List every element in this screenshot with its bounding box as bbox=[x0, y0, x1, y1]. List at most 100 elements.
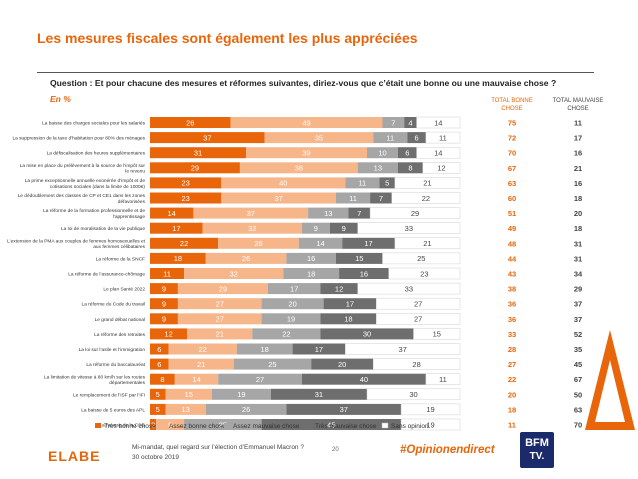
data-label: 15 bbox=[185, 390, 193, 399]
total-bad-value: 37 bbox=[574, 300, 582, 309]
data-label: 49 bbox=[302, 118, 310, 127]
data-label: 26 bbox=[186, 118, 194, 127]
bar-segment bbox=[416, 116, 461, 129]
data-label: 11 bbox=[386, 133, 394, 142]
bar-segment bbox=[165, 388, 212, 400]
data-label: 14 bbox=[434, 118, 442, 127]
data-label: 31 bbox=[315, 390, 323, 399]
bar-segment bbox=[348, 207, 371, 219]
bar-segment bbox=[261, 419, 402, 430]
data-label: 13 bbox=[181, 405, 189, 414]
total-good-value: 28 bbox=[508, 345, 516, 354]
bar-segment bbox=[218, 237, 299, 249]
data-label: 14 bbox=[168, 209, 176, 218]
bar-segment bbox=[150, 117, 231, 128]
category-label: La réforme du baccalauréat bbox=[86, 362, 145, 368]
bar-segment bbox=[425, 131, 461, 144]
total-good-value: 36 bbox=[508, 315, 516, 324]
data-label: 9 bbox=[314, 224, 318, 233]
total-good-value: 48 bbox=[508, 239, 516, 248]
category-label: La hausse de la CSG bbox=[99, 423, 145, 429]
data-label: 16 bbox=[307, 254, 315, 263]
legend-label: Très mauvaise chose bbox=[315, 423, 377, 430]
total-bad-value: 20 bbox=[574, 209, 582, 218]
bar-segment bbox=[308, 207, 349, 219]
bar-segment bbox=[221, 192, 336, 204]
bar-segment bbox=[150, 373, 175, 385]
total-good-value: 33 bbox=[508, 330, 516, 339]
bar-segment bbox=[398, 147, 417, 159]
bar-segment bbox=[370, 192, 392, 204]
data-label: 17 bbox=[315, 345, 323, 354]
bar-segment bbox=[382, 117, 405, 128]
total-good-value: 22 bbox=[508, 375, 516, 384]
category-label: La suppression de la taxe d’habitation p… bbox=[12, 136, 145, 142]
title-divider bbox=[37, 72, 594, 73]
page-title: Les mesures fiscales sont également les … bbox=[37, 30, 418, 46]
data-label: 11 bbox=[439, 375, 447, 384]
data-label: 13 bbox=[324, 209, 332, 218]
bar-segment bbox=[150, 343, 169, 355]
data-label: 6 bbox=[415, 133, 419, 142]
data-label: 37 bbox=[274, 194, 282, 203]
total-good-value: 72 bbox=[508, 134, 516, 143]
total-good-value: 75 bbox=[508, 119, 516, 128]
data-label: 22 bbox=[422, 194, 430, 203]
bar-segment bbox=[323, 298, 377, 310]
bar-segment bbox=[177, 313, 262, 325]
data-label: 21 bbox=[423, 239, 431, 248]
data-label: 11 bbox=[349, 194, 357, 203]
data-label: 25 bbox=[268, 360, 276, 369]
data-label: 7 bbox=[357, 209, 361, 218]
data-label: 30 bbox=[409, 390, 417, 399]
bar-segment bbox=[246, 147, 367, 159]
category-label: Le plan Santé 2022 bbox=[103, 287, 145, 293]
data-label: 26 bbox=[242, 405, 250, 414]
bar-segment bbox=[150, 403, 166, 415]
bar-segment bbox=[320, 313, 377, 325]
bar-segment bbox=[202, 222, 302, 234]
data-label: 7 bbox=[379, 194, 383, 203]
data-label: 27 bbox=[414, 315, 422, 324]
question-text: Question : Et pour chacune des mesures e… bbox=[50, 78, 557, 88]
bar-segment bbox=[394, 237, 461, 250]
category-label: La mise en place du prélèvement à la sou… bbox=[20, 163, 146, 175]
bar-segment bbox=[367, 147, 398, 159]
bar-segment bbox=[168, 343, 237, 355]
data-label: 12 bbox=[164, 330, 172, 339]
data-label: 14 bbox=[434, 149, 442, 158]
bar-segment bbox=[320, 283, 358, 295]
bar-segment bbox=[311, 358, 374, 370]
category-label: La baisse des charges sociales pour les … bbox=[42, 121, 146, 127]
data-label: 37 bbox=[340, 405, 348, 414]
total-bad-value: 63 bbox=[574, 405, 582, 414]
bar-segment bbox=[212, 388, 271, 400]
total-bad-value: 31 bbox=[574, 254, 582, 263]
bar-segment bbox=[177, 298, 262, 310]
data-label: 22 bbox=[180, 239, 188, 248]
data-label: 13 bbox=[374, 164, 382, 173]
data-label: 19 bbox=[287, 315, 295, 324]
total-bad-value: 50 bbox=[574, 390, 582, 399]
bar-segment bbox=[404, 117, 417, 128]
bar-segment bbox=[320, 328, 414, 340]
total-good-value: 36 bbox=[508, 300, 516, 309]
legend-label: Assez bonne chose bbox=[169, 423, 226, 430]
footer-study-title: Mi-mandat, quel regard sur l’élection d’… bbox=[132, 444, 304, 451]
bar-segment bbox=[193, 207, 309, 219]
data-label: 29 bbox=[411, 209, 419, 218]
bfmtv-logo: BFM TV. bbox=[520, 432, 554, 468]
legend-swatch bbox=[224, 423, 230, 428]
data-label: 15 bbox=[433, 330, 441, 339]
bar-segment bbox=[261, 298, 324, 310]
data-label: 21 bbox=[423, 179, 431, 188]
bar-segment bbox=[267, 283, 321, 295]
stacked-bar-chart: La baisse des charges sociales pour les … bbox=[7, 116, 583, 431]
data-label: 25 bbox=[219, 420, 227, 429]
data-label: 35 bbox=[315, 133, 323, 142]
bar-segment bbox=[376, 313, 461, 325]
data-label: 11 bbox=[358, 179, 366, 188]
footer-caption: Mi-mandat, quel regard sur l’élection d’… bbox=[132, 443, 304, 463]
bar-segment bbox=[150, 162, 240, 174]
data-label: 27 bbox=[256, 375, 264, 384]
